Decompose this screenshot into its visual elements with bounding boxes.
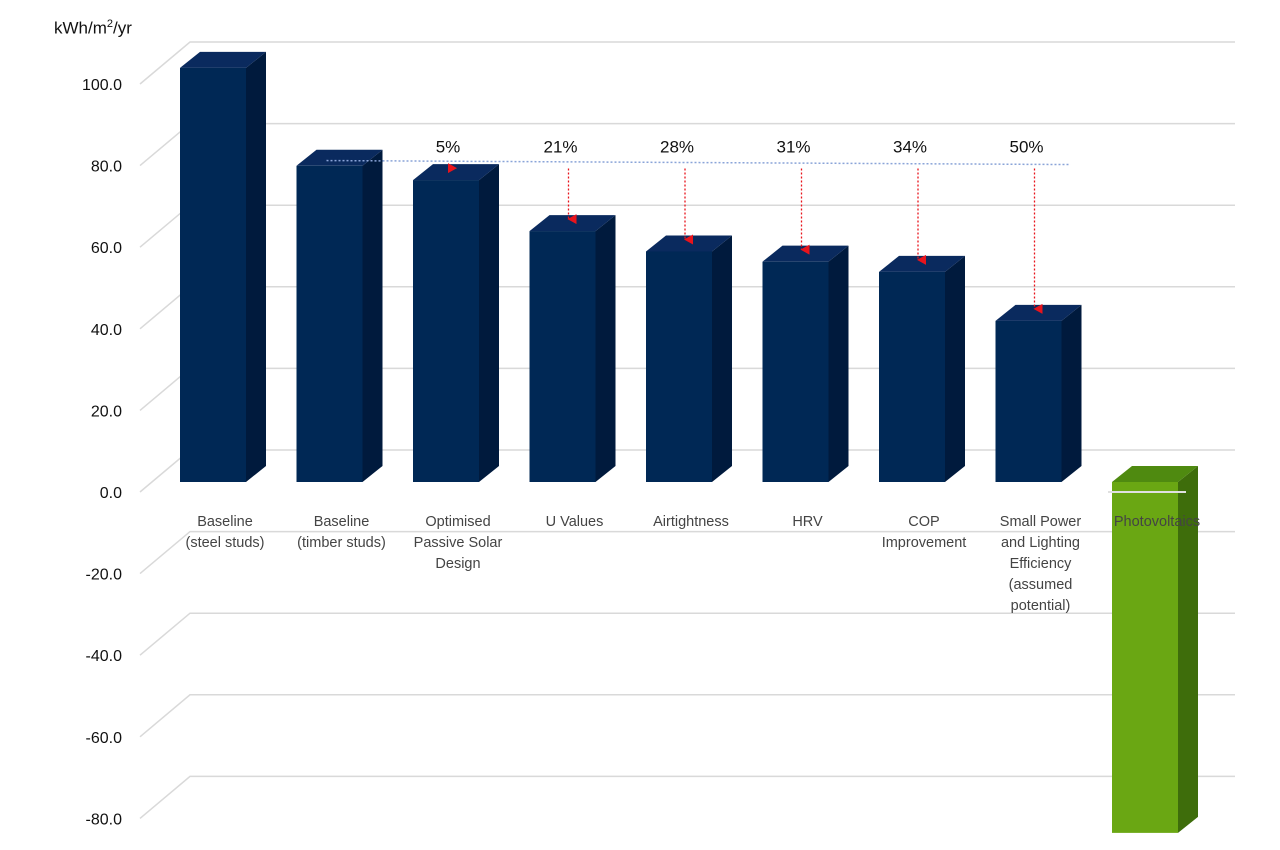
bar — [879, 255, 965, 482]
y-tick-label: 40.0 — [91, 322, 122, 339]
bar-side — [595, 215, 616, 482]
y-tick-label: 20.0 — [91, 403, 122, 420]
bar-front — [529, 231, 596, 482]
bar-side — [1061, 304, 1082, 482]
bar-side — [712, 235, 732, 482]
gridline — [139, 41, 1235, 85]
gridline — [139, 775, 1235, 819]
bar-front — [1112, 482, 1178, 833]
gridline — [139, 694, 1235, 738]
bar — [762, 245, 849, 482]
reduction-label: 50% — [1009, 138, 1043, 157]
category-label: Small Power and Lighting Efficiency (assume… — [1000, 514, 1082, 614]
x-axis-categories: Baseline (steel studs) Baseline (timber stu… — [186, 514, 1201, 614]
reduction-label: 28% — [660, 138, 694, 157]
bar-front — [995, 320, 1062, 482]
bar-front — [762, 261, 829, 482]
y-tick-label: 100.0 — [82, 77, 122, 94]
reduction-label: 5% — [436, 138, 461, 157]
y-tick-label: 80.0 — [91, 159, 122, 176]
bar — [413, 164, 499, 482]
y-axis-label: kWh/m2/yr — [54, 18, 132, 38]
category-label: HRV — [792, 514, 823, 530]
reduction-label: 31% — [776, 138, 810, 157]
bar-side — [479, 164, 499, 482]
gridline — [139, 530, 1235, 575]
bar-front — [646, 251, 712, 482]
bar-side — [246, 51, 266, 482]
reference-line — [326, 159, 1071, 166]
bar-front — [296, 165, 363, 483]
bar — [296, 149, 383, 483]
gridline — [139, 612, 1235, 656]
bar — [646, 235, 732, 482]
bar — [180, 51, 266, 482]
reference-layer: 5% 21% 28% 31% 34% 50% — [326, 138, 1186, 493]
y-axis-ticks: 100.0 80.0 60.0 40.0 20.0 0.0 -20.0 -40.0 -60.0 -… — [82, 77, 122, 828]
y-tick-label: -60.0 — [86, 730, 123, 747]
reduction-label: 21% — [543, 138, 577, 157]
bar-side — [945, 255, 965, 482]
bar-front — [413, 180, 479, 482]
y-tick-label: 60.0 — [91, 240, 122, 257]
category-label: Airtightness — [653, 514, 729, 530]
category-label: Photovoltaics — [1114, 514, 1200, 530]
bar-top — [1112, 466, 1198, 482]
bar-side — [1178, 466, 1198, 833]
bar-side — [828, 245, 849, 482]
y-tick-label: -20.0 — [86, 567, 123, 584]
y-tick-label: -80.0 — [86, 811, 123, 828]
category-label: Baseline (steel studs) — [186, 514, 265, 551]
y-tick-label: -40.0 — [86, 648, 123, 665]
y-tick-label: 0.0 — [100, 485, 122, 502]
category-label: Baseline (timber studs) — [297, 514, 386, 551]
category-label: COP Improvement — [882, 514, 967, 551]
bar-front — [180, 67, 246, 482]
bar — [529, 215, 616, 482]
bars — [180, 51, 1198, 833]
bar-side — [362, 149, 383, 483]
bar-front — [879, 271, 945, 482]
category-label: Optimised Passive Solar Design — [414, 514, 503, 572]
bar-top — [180, 51, 266, 68]
category-label: U Values — [546, 514, 604, 530]
bar — [995, 304, 1082, 482]
reduction-label: 34% — [893, 138, 927, 157]
bar — [1112, 466, 1198, 833]
bar-top — [296, 149, 383, 166]
